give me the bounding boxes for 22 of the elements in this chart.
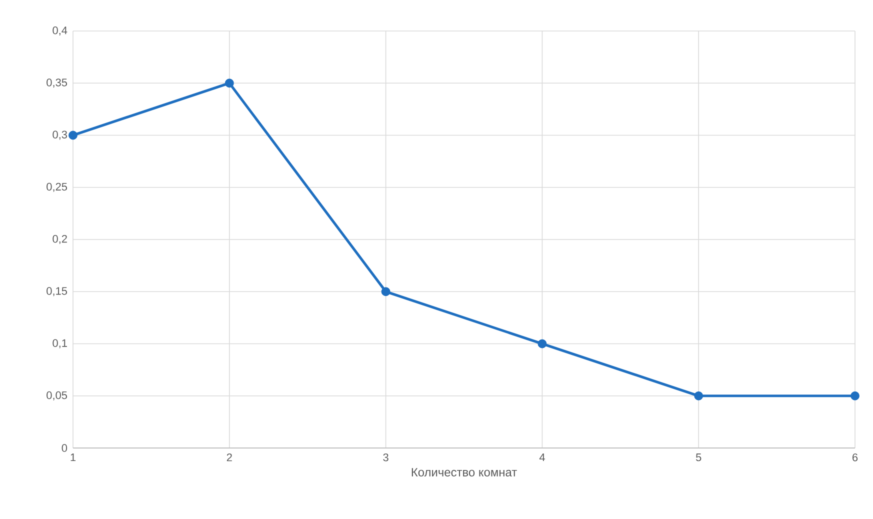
y-tick-label: 0,2 xyxy=(52,234,67,244)
point xyxy=(224,78,234,88)
point xyxy=(68,130,78,140)
x-tick-label: 4 xyxy=(539,454,545,462)
y-tick-label: 0,25 xyxy=(46,182,68,192)
point xyxy=(381,287,390,296)
y-tick-label: 0,1 xyxy=(52,339,67,348)
y-tick-label: 0,15 xyxy=(46,287,68,296)
y-tick-label: 0 xyxy=(62,444,68,452)
point xyxy=(538,339,547,348)
x-tick-label: 3 xyxy=(383,454,388,462)
y-tick-label: 0,4 xyxy=(52,26,68,36)
point xyxy=(694,391,704,400)
y-tick-label: 0,05 xyxy=(46,391,68,400)
x-axis-title: Количество комнат xyxy=(412,468,517,476)
y-tick-label: 0,3 xyxy=(52,130,68,140)
x-tick-label: 6 xyxy=(852,454,858,462)
y-tick-label: 0,35 xyxy=(46,78,68,88)
x-tick-label: 1 xyxy=(70,454,76,462)
point xyxy=(850,391,860,400)
x-tick-label: 5 xyxy=(696,454,702,462)
x-tick-label: 2 xyxy=(226,454,232,462)
